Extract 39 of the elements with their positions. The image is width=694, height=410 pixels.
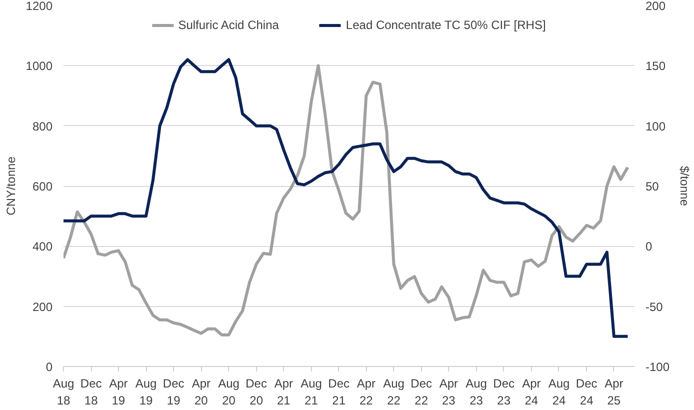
- y2-tick-label: 50: [646, 180, 660, 194]
- y2-tick-label: 200: [646, 0, 666, 13]
- y2-tick-label: 0: [646, 240, 652, 254]
- x-tick-label: Dec 20: [246, 376, 267, 408]
- x-tick-label: Dec 22: [410, 376, 432, 408]
- x-tick-label: Aug 18: [52, 376, 74, 408]
- x-tick-label: Apr 25: [604, 376, 624, 408]
- x-tick-label: Aug 21: [300, 376, 322, 408]
- y2-tick-label: -50: [646, 300, 664, 314]
- x-tick-label: Aug 23: [466, 376, 487, 408]
- x-tick-label: Dec 24: [576, 376, 598, 408]
- y-tick-label: 800: [32, 119, 53, 134]
- y2-tick-label: 100: [646, 119, 666, 134]
- y-tick-label: 400: [32, 240, 53, 254]
- y-tick-label: 1000: [26, 59, 53, 74]
- x-tick-label: Aug 20: [218, 376, 240, 408]
- legend-label: Sulfuric Acid China: [178, 18, 279, 32]
- y-tick-label: 600: [32, 180, 53, 194]
- y2-axis-title: $/tonne: [678, 166, 692, 206]
- x-tick-label: Dec 21: [328, 376, 350, 408]
- x-tick-label: Apr 22: [356, 376, 376, 408]
- x-tick-label: Dec 19: [162, 376, 184, 408]
- y-tick-label: 1200: [26, 0, 53, 13]
- x-tick-label: Aug 19: [135, 376, 157, 408]
- x-tick-label: Apr 19: [109, 376, 128, 408]
- y2-tick-label: 150: [646, 59, 666, 74]
- y-tick-label: 200: [32, 300, 53, 314]
- x-tick-label: Apr 24: [522, 376, 541, 408]
- legend-label: Lead Concentrate TC 50% CIF [RHS]: [346, 18, 546, 32]
- y2-tick-label: -100: [646, 360, 670, 374]
- x-tick-label: Dec 23: [493, 376, 515, 408]
- x-tick-label: Apr 23: [439, 376, 458, 408]
- y-axis-title: CNY/tonne: [4, 156, 18, 216]
- x-tick-label: Apr 21: [274, 376, 294, 408]
- x-tick-label: Aug 22: [383, 376, 404, 408]
- y-tick-label: 0: [46, 360, 53, 374]
- x-tick-label: Dec 18: [80, 376, 102, 408]
- x-tick-label: Aug 24: [548, 376, 570, 408]
- x-tick-label: Apr 20: [192, 376, 211, 408]
